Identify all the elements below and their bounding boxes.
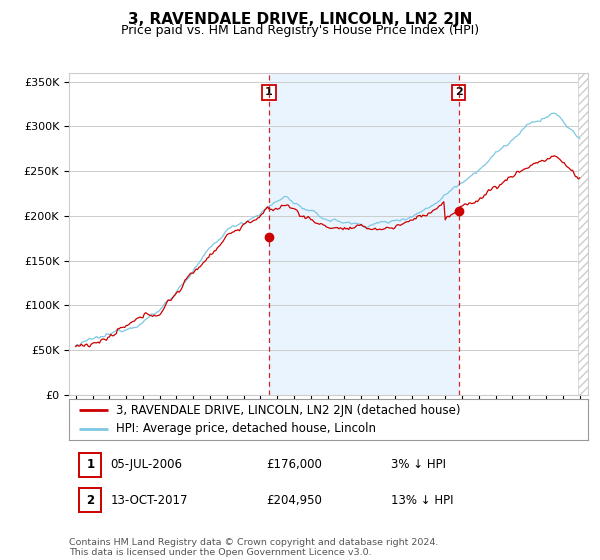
- Text: 05-JUL-2006: 05-JUL-2006: [110, 458, 182, 472]
- FancyBboxPatch shape: [79, 453, 101, 477]
- Text: 13% ↓ HPI: 13% ↓ HPI: [391, 493, 453, 507]
- Text: £204,950: £204,950: [266, 493, 322, 507]
- Text: £176,000: £176,000: [266, 458, 322, 472]
- Text: HPI: Average price, detached house, Lincoln: HPI: Average price, detached house, Linc…: [116, 422, 376, 435]
- Bar: [578, 73, 588, 395]
- Text: Contains HM Land Registry data © Crown copyright and database right 2024.
This d: Contains HM Land Registry data © Crown c…: [69, 538, 439, 557]
- Bar: [269, 73, 458, 395]
- Text: 13-OCT-2017: 13-OCT-2017: [110, 493, 188, 507]
- FancyBboxPatch shape: [79, 488, 101, 512]
- Text: 1: 1: [265, 87, 273, 97]
- Text: 3, RAVENDALE DRIVE, LINCOLN, LN2 2JN: 3, RAVENDALE DRIVE, LINCOLN, LN2 2JN: [128, 12, 472, 27]
- Text: Price paid vs. HM Land Registry's House Price Index (HPI): Price paid vs. HM Land Registry's House …: [121, 24, 479, 37]
- Text: 3% ↓ HPI: 3% ↓ HPI: [391, 458, 446, 472]
- Text: 3, RAVENDALE DRIVE, LINCOLN, LN2 2JN (detached house): 3, RAVENDALE DRIVE, LINCOLN, LN2 2JN (de…: [116, 404, 460, 417]
- Text: 1: 1: [86, 458, 94, 472]
- Text: 2: 2: [86, 493, 94, 507]
- Text: 2: 2: [455, 87, 463, 97]
